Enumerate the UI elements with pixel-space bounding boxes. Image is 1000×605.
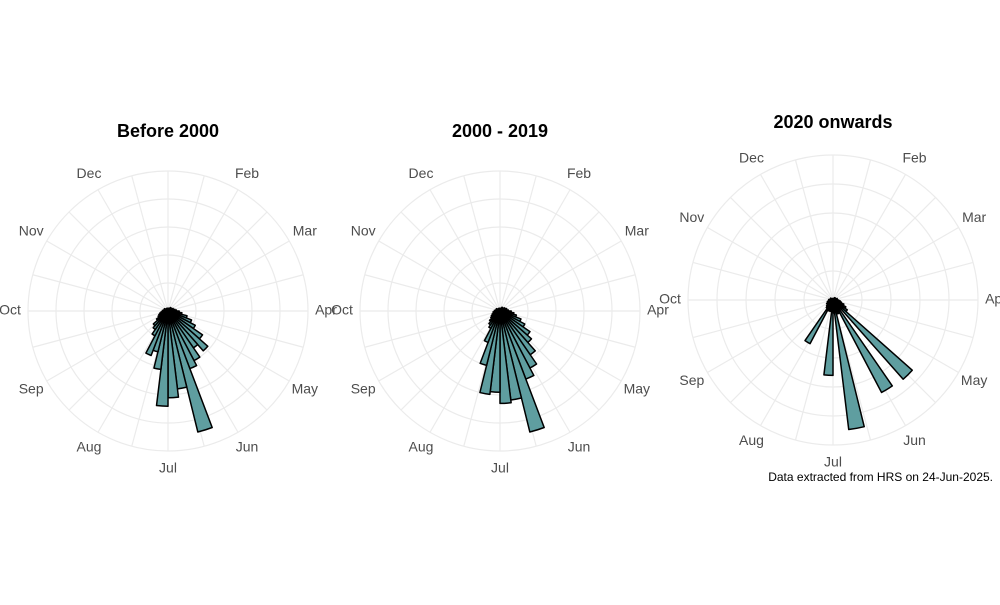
month-label: May: [624, 381, 650, 397]
grid-spoke: [761, 174, 834, 300]
grid-spoke: [833, 228, 959, 301]
grid-spoke: [365, 311, 500, 347]
grid-spoke: [500, 241, 621, 311]
grid-spoke: [707, 228, 833, 301]
grid-spoke: [168, 190, 238, 311]
grid-spoke: [379, 241, 500, 311]
month-label: Dec: [409, 165, 434, 181]
caption: Data extracted from HRS on 24-Jun-2025.: [768, 470, 993, 484]
grid-spoke: [795, 160, 833, 300]
grid-spoke: [500, 275, 635, 311]
grid-spoke: [33, 275, 168, 311]
grid-spoke: [833, 174, 906, 300]
grid-spoke: [69, 212, 168, 311]
chart-title: 2000 - 2019: [452, 121, 548, 141]
grid-spoke: [833, 197, 936, 300]
grid-spoke: [47, 241, 168, 311]
month-label: May: [961, 372, 987, 388]
grid-spoke: [401, 212, 500, 311]
month-label: Sep: [19, 381, 44, 397]
grid-spoke: [379, 311, 500, 381]
month-label: Jun: [568, 439, 591, 455]
month-label: Apr: [985, 291, 1000, 307]
grid-spoke: [33, 311, 168, 347]
month-label: Mar: [962, 209, 986, 225]
grid-spoke: [730, 300, 833, 403]
month-label: Oct: [659, 291, 681, 307]
grid-spoke: [168, 212, 267, 311]
grid-spoke: [500, 190, 570, 311]
bar: [833, 300, 864, 430]
month-label: Feb: [567, 165, 591, 181]
month-label: Feb: [902, 150, 926, 166]
grid-spoke: [365, 275, 500, 311]
month-label: Sep: [351, 381, 376, 397]
month-label: Feb: [235, 165, 259, 181]
month-label: May: [292, 381, 318, 397]
chart-title: 2020 onwards: [773, 112, 892, 132]
month-label: Jun: [903, 432, 926, 448]
grid-spoke: [98, 190, 168, 311]
grid-spoke: [430, 190, 500, 311]
month-label: Mar: [293, 223, 317, 239]
month-label: Nov: [19, 223, 44, 239]
month-label: Nov: [351, 223, 376, 239]
month-label: Aug: [739, 432, 764, 448]
grid-spoke: [693, 262, 833, 300]
month-label: Jul: [159, 460, 177, 476]
month-label: Nov: [679, 209, 704, 225]
month-label: Dec: [739, 150, 764, 166]
month-label: Jun: [236, 439, 259, 455]
grid-spoke: [168, 241, 289, 311]
grid-spoke: [132, 176, 168, 311]
month-label: Dec: [77, 165, 102, 181]
month-label: Oct: [331, 302, 353, 318]
grid-spoke: [168, 275, 303, 311]
grid-spoke: [833, 160, 871, 300]
grid-spoke: [833, 262, 973, 300]
month-label: Mar: [625, 223, 649, 239]
grid-spoke: [168, 176, 204, 311]
month-label: Jul: [824, 454, 842, 470]
grid-spoke: [500, 176, 536, 311]
month-label: Jul: [491, 460, 509, 476]
month-label: Aug: [409, 439, 434, 455]
grid-spoke: [69, 311, 168, 410]
grid-spoke: [464, 176, 500, 311]
month-label: Aug: [77, 439, 102, 455]
chart-title: Before 2000: [117, 121, 219, 141]
grid-spoke: [730, 197, 833, 300]
month-label: Oct: [0, 302, 21, 318]
month-label: Sep: [679, 372, 704, 388]
grid-spoke: [500, 212, 599, 311]
